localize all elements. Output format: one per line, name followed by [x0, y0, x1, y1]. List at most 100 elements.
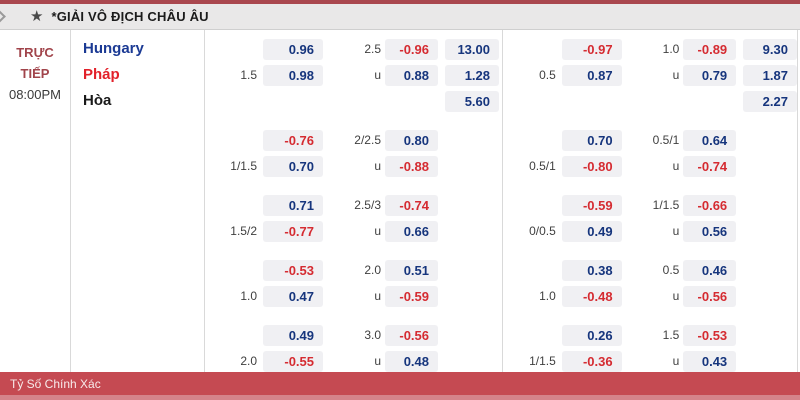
over-under-odds-button[interactable]: -0.59: [385, 285, 438, 307]
handicap-odds-button[interactable]: 0.98: [263, 64, 323, 86]
match-time: 08:00PM: [8, 87, 62, 102]
one-x-two-odds-button[interactable]: 1.28: [445, 64, 499, 86]
one-x-two-odds-button[interactable]: 13.00: [445, 38, 499, 60]
handicap-odds-button[interactable]: -0.76: [263, 129, 323, 151]
handicap-odds-button[interactable]: -0.53: [263, 259, 323, 281]
handicap-odds-button[interactable]: -0.55: [263, 350, 323, 372]
over-under-line-label: u: [374, 224, 381, 238]
over-under-odds-button[interactable]: -0.56: [385, 324, 438, 346]
handicap-odds-button[interactable]: -0.80: [561, 155, 622, 177]
handicap-odds-button[interactable]: 0.49: [263, 324, 323, 346]
one-x-two-odds-button[interactable]: 9.30: [743, 38, 797, 60]
over-under-odds-button[interactable]: 0.80: [385, 129, 438, 151]
handicap-odds-button[interactable]: -0.36: [561, 350, 622, 372]
odds-row: 0.5/1 -0.80 u -0.74: [504, 153, 797, 179]
handicap-odds-button[interactable]: 0.70: [561, 129, 622, 151]
exact-score-label: Tỷ Số Chính Xác: [10, 377, 101, 391]
over-under-odds-button[interactable]: -0.74: [385, 194, 438, 216]
odds-group: 0.49 3.0 -0.56 2.0 -0.55 u 0.48: [205, 322, 502, 374]
handicap-line-label: 1.5/2: [230, 224, 257, 238]
handicap-odds-button[interactable]: 0.87: [561, 64, 622, 86]
odds-block-firsthalf: -0.97 1.0 -0.89 9.30 0.5 0.87 u 0.79 1.87 2.27 0.7…: [504, 30, 798, 372]
one-x-two-odds-button: [743, 260, 797, 281]
over-under-line-label: 2.5/3: [354, 198, 381, 212]
odds-group: 0.38 0.5 0.46 1.0 -0.48 u -0.56: [504, 257, 797, 309]
favorite-star-icon[interactable]: ★: [30, 8, 44, 25]
odds-group: -0.59 1/1.5 -0.66 0/0.5 0.49 u 0.56: [504, 192, 797, 244]
over-under-odds-button[interactable]: 0.46: [683, 259, 737, 281]
over-under-line-label: u: [672, 289, 680, 303]
odds-row: 0/0.5 0.49 u 0.56: [504, 218, 797, 244]
match-status-column: TRỰC TIẾP 08:00PM: [0, 30, 71, 372]
over-under-line-label: 1.0: [662, 42, 680, 56]
over-under-odds-button: [683, 91, 736, 112]
handicap-line-label: 2.0: [240, 354, 257, 368]
one-x-two-odds-button: [743, 195, 797, 216]
one-x-two-odds-button: [743, 325, 797, 346]
over-under-odds-button[interactable]: 0.66: [385, 220, 438, 242]
exact-score-bar[interactable]: Tỷ Số Chính Xác: [0, 372, 800, 400]
handicap-odds-button[interactable]: -0.59: [561, 194, 622, 216]
odds-group: 0.70 0.5/1 0.64 0.5/1 -0.80 u -0.74: [504, 127, 797, 179]
over-under-odds-button: [385, 91, 438, 112]
over-under-odds-button[interactable]: 0.56: [683, 220, 737, 242]
over-under-odds-button[interactable]: -0.89: [683, 38, 737, 60]
over-under-odds-button[interactable]: 0.79: [683, 64, 737, 86]
handicap-line-label: 1/1.5: [230, 159, 257, 173]
handicap-odds-button[interactable]: -0.77: [263, 220, 323, 242]
over-under-odds-button[interactable]: -0.96: [385, 38, 438, 60]
over-under-odds-button[interactable]: 0.43: [683, 350, 737, 372]
odds-row: -0.76 2/2.5 0.80: [205, 127, 502, 153]
over-under-line-label: 1.5: [662, 328, 680, 342]
over-under-odds-button[interactable]: -0.66: [683, 194, 737, 216]
over-under-line-label: 2.5: [364, 42, 381, 56]
handicap-odds-button[interactable]: 0.70: [263, 155, 323, 177]
handicap-odds-button[interactable]: 0.96: [263, 38, 323, 60]
collapse-chevron-icon[interactable]: [0, 10, 6, 23]
league-header-bar: ★ *GIẢI VÔ ĐỊCH CHÂU ÂU: [0, 4, 800, 30]
one-x-two-odds-button: [445, 325, 499, 346]
over-under-odds-button[interactable]: -0.88: [385, 155, 438, 177]
over-under-line-label: 0.5/1: [652, 133, 680, 147]
handicap-odds-button[interactable]: 0.38: [561, 259, 622, 281]
draw-label[interactable]: Hòa: [83, 92, 112, 109]
one-x-two-odds-button[interactable]: 1.87: [743, 64, 797, 86]
handicap-odds-button[interactable]: -0.97: [561, 38, 622, 60]
team-home-name[interactable]: Hungary: [83, 40, 144, 57]
handicap-odds-button[interactable]: 0.26: [561, 324, 622, 346]
odds-row: 5.60: [205, 88, 502, 114]
odds-row: 0.49 3.0 -0.56: [205, 322, 502, 348]
over-under-line-label: u: [374, 289, 381, 303]
over-under-line-label: 1/1.5: [652, 198, 680, 212]
odds-row: 1/1.5 0.70 u -0.88: [205, 153, 502, 179]
over-under-odds-button[interactable]: 0.88: [385, 64, 438, 86]
one-x-two-odds-button: [445, 286, 499, 307]
over-under-odds-button[interactable]: -0.53: [683, 324, 737, 346]
handicap-odds-button[interactable]: 0.47: [263, 285, 323, 307]
one-x-two-odds-button: [743, 130, 797, 151]
live-status-label: TRỰC: [16, 45, 54, 60]
over-under-odds-button[interactable]: 0.64: [683, 129, 737, 151]
handicap-line-label: 0.5: [539, 68, 556, 82]
one-x-two-odds-button[interactable]: 5.60: [445, 90, 499, 112]
over-under-line-label: 3.0: [364, 328, 381, 342]
over-under-odds-button[interactable]: -0.56: [683, 285, 737, 307]
one-x-two-odds-button: [743, 156, 797, 177]
odds-block-fulltime: 0.96 2.5 -0.96 13.00 1.5 0.98 u 0.88 1.28 5.60 -0.…: [205, 30, 503, 372]
odds-row: 1.0 0.47 u -0.59: [205, 283, 502, 309]
over-under-odds-button[interactable]: 0.51: [385, 259, 438, 281]
one-x-two-odds-button[interactable]: 2.27: [743, 90, 797, 112]
over-under-odds-button[interactable]: 0.48: [385, 350, 438, 372]
handicap-line-label: 1.0: [539, 289, 556, 303]
odds-row: 1.5 0.98 u 0.88 1.28: [205, 62, 502, 88]
handicap-odds-button[interactable]: 0.71: [263, 194, 323, 216]
team-away-name[interactable]: Pháp: [83, 66, 120, 83]
teams-column: Hungary Pháp Hòa: [71, 30, 205, 372]
handicap-odds-button[interactable]: 0.49: [561, 220, 622, 242]
odds-row: 2.0 -0.55 u 0.48: [205, 348, 502, 374]
handicap-odds-button[interactable]: -0.48: [561, 285, 622, 307]
odds-row: 0.26 1.5 -0.53: [504, 322, 797, 348]
over-under-odds-button[interactable]: -0.74: [683, 155, 737, 177]
handicap-line-label: 0.5/1: [529, 159, 556, 173]
